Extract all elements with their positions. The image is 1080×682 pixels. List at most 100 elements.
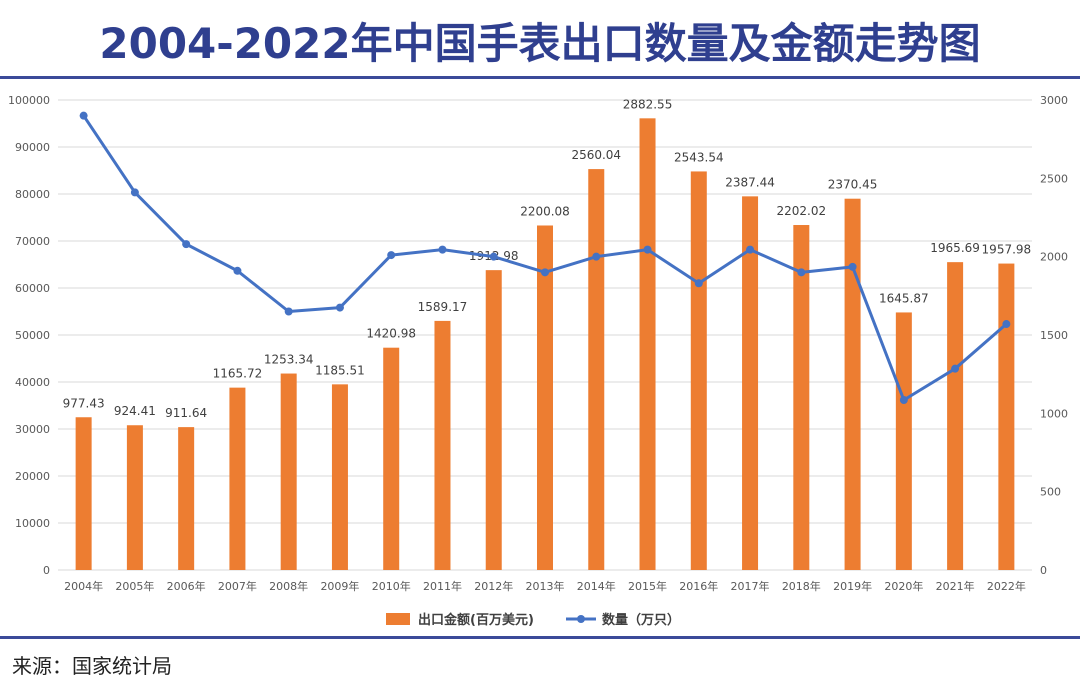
legend-line-label: 数量（万只） (602, 612, 680, 628)
bar (434, 320, 451, 570)
bar-data-label: 2202.02 (777, 204, 827, 218)
line-point (489, 252, 498, 261)
line-point (848, 262, 857, 271)
x-tick-label: 2007年 (218, 579, 257, 593)
bar-data-label: 2560.04 (571, 148, 621, 162)
y-left-tick-label: 70000 (15, 235, 50, 248)
line-point (746, 245, 755, 254)
x-tick-label: 2011年 (423, 579, 462, 593)
line-series (79, 111, 1011, 405)
bar-series (75, 118, 1015, 571)
source-note: 来源：国家统计局 (12, 654, 172, 678)
legend: 出口金额(百万美元) 数量（万只） (386, 612, 680, 628)
x-tick-label: 2022年 (987, 579, 1026, 593)
bar (844, 198, 861, 570)
x-tick-label: 2019年 (833, 579, 872, 593)
bar-data-label: 1645.87 (879, 291, 929, 305)
chart-title: 2004-2022年中国手表出口数量及金额走势图 (99, 19, 981, 68)
y-left-tick-label: 40000 (15, 376, 50, 389)
x-tick-label: 2016年 (679, 579, 718, 593)
bar (383, 347, 400, 570)
x-tick-label: 2012年 (474, 579, 513, 593)
bar (742, 196, 759, 570)
bar (639, 118, 656, 570)
line-point (643, 245, 652, 254)
bar (280, 373, 297, 570)
bottom-divider (0, 636, 1080, 639)
line-point (335, 303, 344, 312)
bar-data-label: 1957.98 (982, 243, 1032, 257)
line-point (130, 188, 139, 197)
line-point (592, 252, 601, 261)
bar (331, 384, 348, 570)
x-tick-label: 2009年 (320, 579, 359, 593)
x-tick-label: 2010年 (372, 579, 411, 593)
x-tick-label: 2004年 (64, 579, 103, 593)
bar (75, 417, 92, 570)
legend-bar-label: 出口金额(百万美元) (418, 612, 534, 628)
y-right-tick-label: 500 (1040, 486, 1061, 499)
line-point (694, 279, 703, 288)
y-left-tick-label: 80000 (15, 188, 50, 201)
line-point (1002, 320, 1011, 329)
bar-data-label: 1589.17 (418, 300, 468, 314)
x-tick-label: 2021年 (936, 579, 975, 593)
left-axis-ticks: 0 10000 20000 30000 40000 50000 60000 70000 8000… (8, 94, 50, 577)
y-left-tick-label: 60000 (15, 282, 50, 295)
y-left-tick-label: 50000 (15, 329, 50, 342)
legend-line-marker (577, 615, 585, 623)
bar (690, 171, 707, 570)
bar-data-label: 2370.45 (828, 178, 878, 192)
top-divider (0, 76, 1080, 79)
y-right-tick-label: 3000 (1040, 94, 1068, 107)
line-point (79, 111, 88, 120)
gridlines (58, 99, 1032, 571)
bar-data-label: 2882.55 (623, 97, 673, 111)
bar (998, 263, 1015, 570)
right-axis-ticks: 0 500 1000 1500 2000 2500 3000 (1040, 94, 1068, 577)
bar-data-label: 1420.98 (366, 327, 416, 341)
bar-data-label: 1965.69 (930, 241, 980, 255)
bar (947, 262, 964, 570)
y-left-tick-label: 100000 (8, 94, 50, 107)
x-tick-label: 2020年 (884, 579, 923, 593)
bar-data-label: 1185.51 (315, 363, 365, 377)
legend-bar-swatch (386, 613, 410, 625)
bar (126, 425, 143, 570)
bar-data-label: 2543.54 (674, 150, 724, 164)
line-point (233, 266, 242, 275)
line-point (541, 268, 549, 277)
x-tick-label: 2018年 (782, 579, 821, 593)
y-left-tick-label: 0 (43, 564, 50, 577)
y-left-tick-label: 90000 (15, 141, 50, 154)
x-tick-label: 2017年 (731, 579, 770, 593)
bar (895, 312, 912, 570)
bar-data-label: 1165.72 (213, 367, 263, 381)
y-left-tick-label: 30000 (15, 423, 50, 436)
line-point (797, 268, 806, 277)
y-right-tick-label: 2000 (1040, 251, 1068, 264)
x-tick-label: 2005年 (115, 579, 154, 593)
bar-data-label: 1253.34 (264, 353, 314, 367)
bar (793, 225, 810, 570)
bar-data-label: 924.41 (114, 404, 156, 418)
bar (588, 169, 605, 570)
y-right-tick-label: 0 (1040, 564, 1047, 577)
x-axis-ticks: 2004年 2005年 2006年 2007年 2008年 2009年 2010年 2011年… (64, 579, 1026, 593)
bar (178, 427, 195, 570)
bar-data-label: 2387.44 (725, 175, 775, 189)
x-tick-label: 2014年 (577, 579, 616, 593)
line-point (899, 396, 908, 405)
line-point (284, 307, 293, 316)
line-point (951, 364, 960, 373)
line-point (387, 251, 396, 260)
x-tick-label: 2006年 (167, 579, 206, 593)
bar (229, 387, 246, 570)
bar (485, 270, 502, 570)
line-point (438, 245, 447, 254)
y-right-tick-label: 1000 (1040, 407, 1068, 420)
y-left-tick-label: 10000 (15, 517, 50, 530)
line-point (182, 240, 191, 249)
y-right-tick-label: 1500 (1040, 329, 1068, 342)
